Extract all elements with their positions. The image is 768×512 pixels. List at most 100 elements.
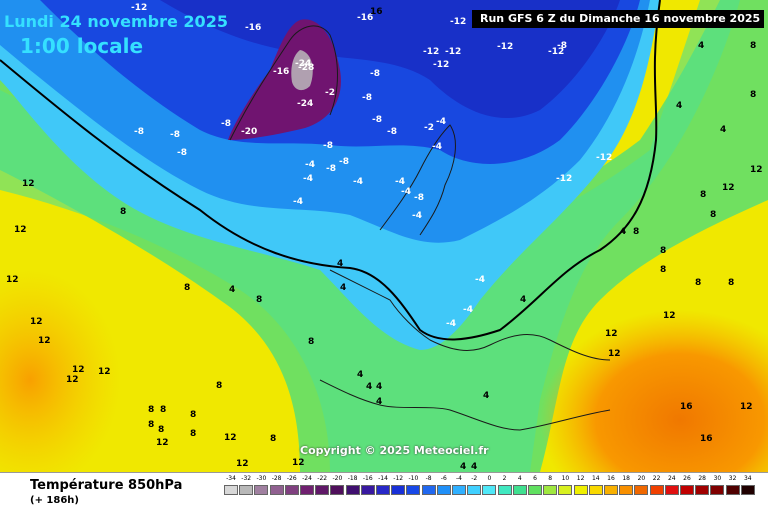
isotherm-label: -4: [293, 197, 303, 207]
legend-swatch: [436, 485, 451, 495]
legend-swatch: [740, 485, 755, 495]
isotherm-label: -8: [177, 148, 187, 158]
isotherm-label: -12: [131, 3, 147, 13]
isotherm-label: -16: [245, 23, 261, 33]
map-footer: Température 850hPa (+ 186h) -34 -32 -30 -28…: [0, 472, 768, 512]
isotherm-label: 8: [750, 41, 756, 51]
coastline-greenland: [229, 25, 338, 141]
legend-tick-label: -24: [302, 475, 312, 482]
legend-swatch: [543, 485, 558, 495]
isotherm-label: 4: [366, 382, 372, 392]
isotherm-label: 4: [340, 283, 346, 293]
legend-swatch: [710, 485, 725, 495]
legend-tick-label: 12: [576, 475, 585, 482]
isotherm-label: 16: [370, 7, 383, 17]
isotherm-label: -4: [395, 177, 405, 187]
isotherm-label: 12: [224, 433, 237, 443]
legend-tick-label: -8: [425, 475, 432, 482]
isotherm-label: 8: [184, 283, 190, 293]
isotherm-label: -4: [432, 142, 442, 152]
cold-zone-navy: [160, 0, 620, 119]
legend-tick-label: 20: [637, 475, 646, 482]
legend-tick-label: 16: [607, 475, 615, 482]
isotherm-label: 8: [660, 265, 666, 275]
isotherm-label: 12: [98, 367, 111, 377]
isotherm-label: 8: [120, 207, 126, 217]
legend-swatch: [558, 485, 573, 495]
isotherm-label: -12: [433, 60, 449, 70]
legend-swatch: [634, 485, 649, 495]
legend-tick-label: 28: [698, 475, 706, 482]
legend-swatch: [497, 485, 512, 495]
legend-tick-label: -2: [471, 475, 478, 482]
isotherm-label: 12: [156, 438, 169, 448]
isotherm-label: -8: [372, 115, 382, 125]
light-green-zone: [0, 0, 740, 472]
isotherm-label: -20: [241, 127, 257, 137]
legend-tick-label: -18: [347, 475, 358, 482]
legend-tick-label: -30: [256, 475, 267, 482]
isotherm-label: 12: [722, 183, 735, 193]
forecast-date: Lundi 24 novembre 2025: [4, 12, 228, 31]
isotherm-label: -4: [446, 319, 456, 329]
legend-swatch: [604, 485, 618, 495]
legend-tick-label: -34: [226, 475, 236, 482]
isotherm-label: -12: [548, 47, 564, 57]
legend-tick-label: -26: [286, 475, 297, 482]
legend-tick-label: 4: [517, 475, 522, 482]
isotherm-label: -8: [170, 130, 180, 140]
isotherm-label: 12: [66, 375, 79, 385]
isotherm-label: -16: [357, 13, 373, 23]
isotherm-label: 4: [698, 41, 704, 51]
isotherm-label: 4: [337, 259, 343, 269]
legend-tick-label: -32: [241, 475, 252, 482]
legend-tick-label: 18: [622, 475, 630, 482]
isotherm-label: 8: [256, 295, 262, 305]
isotherm-label: 8: [270, 434, 276, 444]
legend-swatch: [512, 485, 527, 495]
isotherm-label: -4: [463, 305, 473, 315]
isotherm-label: 12: [30, 317, 43, 327]
legend-swatch: [588, 485, 603, 495]
legend-swatch: [224, 485, 238, 495]
isotherm-label: 4: [460, 462, 466, 472]
isotherm-label: -24: [297, 99, 313, 109]
copyright-notice: Copyright © 2025 Meteociel.fr: [300, 444, 489, 457]
legend-tick-label: 24: [667, 475, 676, 482]
isotherm-label: 8: [728, 278, 734, 288]
legend-swatch: [406, 485, 421, 495]
legend-tick-label: -6: [440, 475, 447, 482]
isotherm-label: 8: [660, 246, 666, 256]
legend-tick-label: -28: [271, 475, 282, 482]
isotherm-label: 8: [148, 420, 154, 430]
parameter-title: Température 850hPa: [30, 478, 183, 493]
legend-swatch: [300, 485, 314, 495]
isotherm-label: 12: [6, 275, 19, 285]
isotherm-label: -12: [445, 47, 461, 57]
arctic-core-grey: [291, 50, 313, 91]
isotherm-label: 12: [72, 365, 85, 375]
isotherm-label: -8: [323, 141, 333, 151]
legend-tick-label: -22: [317, 475, 328, 482]
legend-swatch: [680, 485, 694, 495]
isotherm-label: -28: [298, 63, 314, 73]
legend-tick-label: 32: [728, 475, 737, 482]
isotherm-label: -4: [401, 187, 411, 197]
isotherm-label: -2: [424, 123, 434, 133]
isotherm-label: -8: [414, 193, 424, 203]
temperature-map: -12-16-1616-12-12-12-12-8-12-12-12-12-12…: [0, 0, 768, 472]
isotherm-label: 8: [750, 90, 756, 100]
legend-swatch: [330, 485, 345, 495]
isotherm-label: -12: [423, 47, 439, 57]
isotherm-label: -8: [557, 41, 567, 51]
legend-tick-label: 34: [743, 475, 752, 482]
warm-core-east: [540, 310, 768, 472]
isotherm-label: 8: [158, 425, 164, 435]
coastline-scandinavia: [379, 124, 456, 236]
isotherm-label: 12: [22, 179, 35, 189]
legend-tick-label: -20: [332, 475, 343, 482]
isotherm-label: 8: [308, 337, 314, 347]
isotherm-label: -8: [387, 127, 397, 137]
isotherm-label: -8: [362, 93, 372, 103]
isotherm-label: 8: [190, 429, 196, 439]
